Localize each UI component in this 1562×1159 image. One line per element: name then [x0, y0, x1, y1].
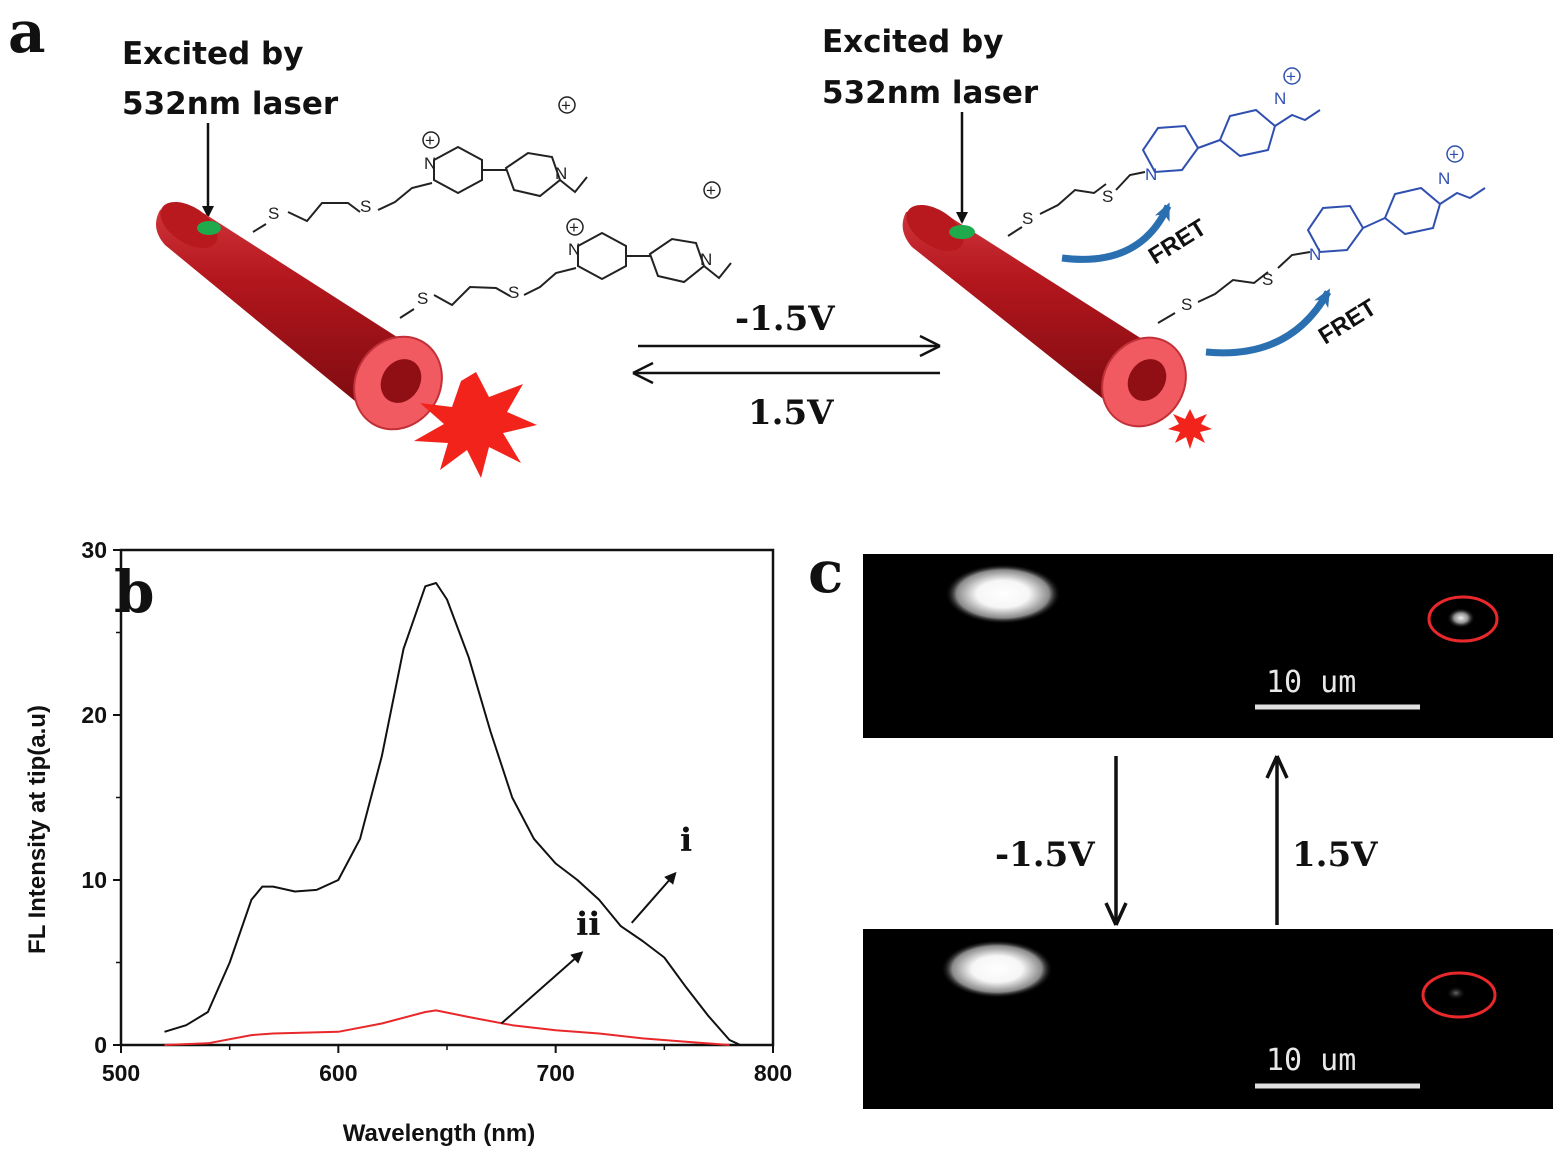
- fluorescence-chart: 500 600 700 800 0 10 20 30 Wavelength (nm) FL Int…: [24, 537, 792, 1147]
- charge-left-upper-1: +: [425, 131, 435, 150]
- nitrogen-left-upper-2: N: [555, 164, 567, 183]
- sulfur-right-upper-2: S: [1102, 187, 1113, 206]
- x-tick-label: 800: [754, 1060, 792, 1086]
- series-line-i: [164, 582, 741, 1046]
- panel-b-letter: b: [114, 558, 155, 626]
- up-arrow-head: [1265, 755, 1289, 779]
- scale-label-bottom: 10 um: [1266, 1043, 1356, 1078]
- charge-ring-right-upper: [1283, 67, 1301, 85]
- series-ii-label: ii: [576, 904, 600, 942]
- charge-right-lower: +: [1449, 145, 1459, 164]
- x-axis-label: Wavelength (nm): [343, 1120, 535, 1147]
- reverse-voltage-label: 1.5V: [748, 393, 834, 433]
- ligand-right-lower: [1157, 251, 1311, 324]
- nanotube-right: [902, 204, 1187, 428]
- panel-a-letter: a: [8, 0, 46, 66]
- x-tick-label: 600: [319, 1060, 357, 1086]
- fret-arrow-upper: [1061, 202, 1172, 263]
- reverse-arrow-head: [632, 361, 654, 385]
- excite-caption-left-line2: 532nm laser: [122, 86, 339, 122]
- series-i-label: i: [680, 820, 692, 858]
- excite-caption-right-line1: Excited by: [822, 24, 1003, 60]
- scale-label-top: 10 um: [1266, 665, 1356, 700]
- tip-highlight-ring-bottom: [1421, 971, 1497, 1019]
- forward-voltage-label-c: -1.5V: [995, 835, 1095, 875]
- viologen-right-lower: [1306, 186, 1486, 254]
- sulfur-left-lower-2: S: [508, 283, 519, 302]
- x-tick-label: 700: [536, 1060, 574, 1086]
- nitrogen-right-upper-1: N: [1145, 165, 1157, 184]
- sulfur-left-upper-2: S: [360, 197, 371, 216]
- y-tick-label: 20: [81, 702, 107, 728]
- y-tick-label: 10: [81, 867, 107, 893]
- charge-ring-left-upper-1: [422, 131, 440, 149]
- charge-ring-right-lower: [1446, 145, 1464, 163]
- charge-left-lower-2: +: [706, 181, 716, 200]
- y-tick-label: 0: [94, 1032, 107, 1058]
- forward-arrow-head: [919, 334, 941, 358]
- charge-left-lower-1: +: [569, 218, 579, 237]
- nitrogen-left-lower-2: N: [700, 250, 712, 269]
- nitrogen-left-upper-1: N: [424, 154, 436, 173]
- ligand-right-upper: [1007, 171, 1146, 237]
- charge-ring-left-lower-1: [566, 218, 584, 236]
- ligand-left-lower: [399, 231, 732, 319]
- charge-right-upper: +: [1286, 67, 1296, 86]
- reverse-voltage-label-c: 1.5V: [1292, 835, 1378, 875]
- sulfur-left-upper-1: S: [268, 204, 279, 223]
- y-tick-label: 30: [81, 537, 107, 563]
- nitrogen-right-lower-2: N: [1438, 169, 1450, 188]
- sulfur-right-lower-2: S: [1262, 270, 1273, 289]
- laser-spot-left: [197, 221, 221, 235]
- tip-highlight-ring-top: [1427, 595, 1499, 643]
- nitrogen-left-lower-1: N: [568, 240, 580, 259]
- emission-burst-small: [1168, 409, 1212, 449]
- series-ii-pointer: [500, 951, 584, 1025]
- down-arrow-head: [1104, 902, 1128, 926]
- sulfur-left-lower-1: S: [417, 289, 428, 308]
- x-tick-label: 500: [102, 1060, 140, 1086]
- panel-a: a Excited by 532nm laser S S N N +: [8, 0, 1486, 478]
- charge-ring-left-upper-2: [558, 96, 576, 114]
- sulfur-right-lower-1: S: [1181, 295, 1192, 314]
- panel-c-letter: c: [808, 538, 843, 606]
- ligand-left-upper: [252, 145, 588, 233]
- excite-caption-right-line2: 532nm laser: [822, 75, 1039, 111]
- forward-voltage-label: -1.5V: [735, 299, 835, 339]
- microscopy-image-top: 10 um: [863, 554, 1553, 738]
- excite-caption-left-line1: Excited by: [122, 36, 303, 72]
- excitation-spot-top: [945, 564, 1061, 624]
- charge-left-upper-2: +: [561, 96, 571, 115]
- series-i-pointer: [630, 871, 677, 924]
- panel-b: 500 600 700 800 0 10 20 30 Wavelength (nm) FL Int…: [24, 537, 792, 1147]
- tip-emission-bottom: [1446, 986, 1466, 1000]
- nitrogen-right-upper-2: N: [1274, 89, 1286, 108]
- panel-c: c 10 um -1.5V 1.5V 10 um: [808, 538, 1553, 1109]
- viologen-right-upper: [1141, 108, 1321, 174]
- nanotube-left: [156, 201, 443, 431]
- sulfur-right-upper-1: S: [1022, 209, 1033, 228]
- series-line-ii: [164, 1009, 730, 1046]
- charge-ring-left-lower-2: [703, 181, 721, 199]
- y-axis-label: FL Intensity at tip(a.u): [24, 705, 51, 954]
- tip-emission-top: [1447, 608, 1475, 628]
- laser-spot-right: [949, 225, 975, 239]
- fret-label-upper: FRET: [1144, 214, 1212, 270]
- emission-burst-large: [414, 372, 537, 478]
- excitation-spot-bottom: [941, 940, 1053, 998]
- microscopy-image-bottom: 10 um: [863, 929, 1553, 1109]
- nitrogen-right-lower-1: N: [1309, 245, 1321, 264]
- fret-arrow-lower: [1205, 288, 1332, 357]
